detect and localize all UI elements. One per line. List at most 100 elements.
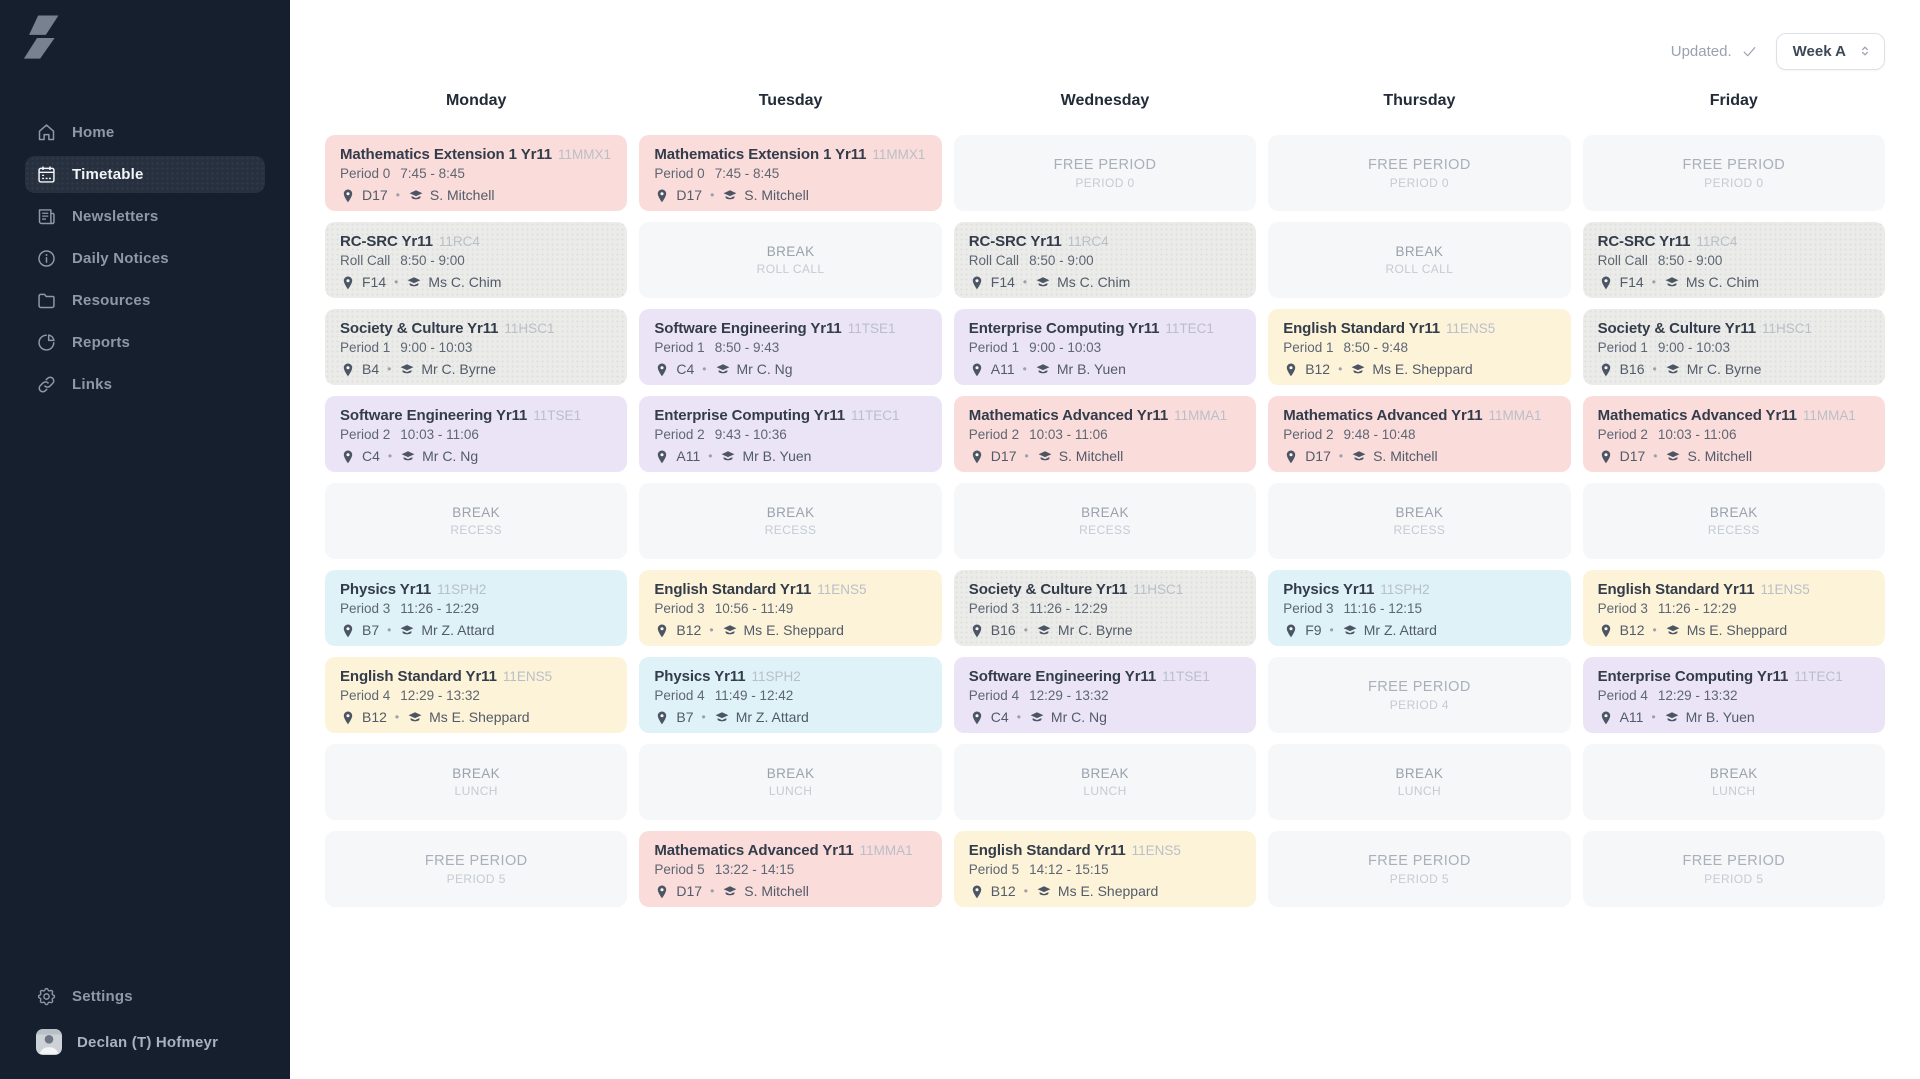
sidebar-item-home[interactable]: Home bbox=[25, 114, 265, 151]
graduation-cap-icon bbox=[1342, 623, 1358, 639]
class-room: B16 bbox=[1619, 361, 1645, 377]
sidebar-item-settings[interactable]: Settings bbox=[25, 978, 265, 1015]
class-cell[interactable]: Enterprise Computing Yr11 11TEC1 Period 4… bbox=[1582, 657, 1885, 733]
class-cell[interactable]: Society & Culture Yr11 11HSC1 Period 1 9:0… bbox=[325, 309, 628, 385]
class-title: RC-SRC Yr11 bbox=[968, 233, 1062, 250]
class-code: 11SPH2 bbox=[751, 669, 801, 684]
break-cell: BREAK RECESS bbox=[953, 483, 1257, 559]
class-period-time: Period 3 11:26 - 12:29 bbox=[1598, 600, 1875, 618]
sidebar-item-label: Timetable bbox=[72, 166, 144, 183]
sidebar-item-timetable[interactable]: Timetable bbox=[25, 156, 265, 193]
location-pin-icon bbox=[340, 188, 356, 204]
class-location-teacher: F14 • Ms C. Chim bbox=[969, 271, 1246, 294]
graduation-cap-icon bbox=[399, 362, 415, 378]
separator-dot: • bbox=[387, 362, 392, 376]
class-title: Software Engineering Yr11 bbox=[654, 320, 842, 337]
break-label: BREAK bbox=[452, 766, 501, 781]
class-cell[interactable]: Physics Yr11 11SPH2 Period 3 11:16 - 12:15… bbox=[1268, 570, 1571, 646]
class-period: Period 1 bbox=[654, 340, 705, 355]
class-title: English Standard Yr11 bbox=[654, 581, 812, 598]
class-teacher: Ms C. Chim bbox=[1685, 274, 1760, 290]
class-cell[interactable]: English Standard Yr11 11ENS5 Period 3 10:5… bbox=[639, 570, 942, 646]
sidebar-item-resources[interactable]: Resources bbox=[25, 282, 265, 319]
week-selector[interactable]: Week A bbox=[1775, 32, 1885, 70]
class-cell[interactable]: RC-SRC Yr11 11RC4 Roll Call 8:50 - 9:00 F1… bbox=[953, 222, 1257, 298]
class-room: D17 bbox=[362, 187, 388, 203]
class-location-teacher: F14 • Ms C. Chim bbox=[340, 271, 617, 294]
class-cell[interactable]: Physics Yr11 11SPH2 Period 4 11:49 - 12:42… bbox=[639, 657, 942, 733]
class-cell[interactable]: Software Engineering Yr11 11TSE1 Period 2… bbox=[325, 396, 628, 472]
location-pin-icon bbox=[654, 884, 670, 900]
class-cell[interactable]: English Standard Yr11 11ENS5 Period 5 14:1… bbox=[953, 831, 1257, 907]
sidebar-user[interactable]: Declan (T) Hofmeyr bbox=[25, 1021, 265, 1063]
location-pin-icon bbox=[1598, 275, 1614, 291]
class-room: B7 bbox=[362, 622, 380, 638]
sidebar-item-daily-notices[interactable]: Daily Notices bbox=[25, 240, 265, 277]
home-icon bbox=[36, 122, 57, 143]
free-sublabel: PERIOD 5 bbox=[446, 871, 506, 886]
class-title: Mathematics Advanced Yr11 bbox=[654, 842, 854, 859]
class-cell[interactable]: English Standard Yr11 11ENS5 Period 1 8:50… bbox=[1268, 309, 1571, 385]
class-teacher: Mr B. Yuen bbox=[1056, 361, 1126, 377]
class-period: Roll Call bbox=[1597, 253, 1648, 268]
class-period: Period 1 bbox=[1283, 340, 1334, 355]
separator-dot: • bbox=[387, 449, 393, 463]
class-cell[interactable]: Society & Culture Yr11 11HSC1 Period 3 11:… bbox=[953, 570, 1257, 646]
free-cell: FREE PERIOD PERIOD 5 bbox=[1582, 831, 1885, 907]
class-title: Mathematics Extension 1 Yr11 bbox=[654, 146, 867, 163]
class-title: Enterprise Computing Yr11 bbox=[1597, 668, 1789, 685]
gear-icon bbox=[36, 986, 57, 1007]
class-room: B12 bbox=[362, 709, 387, 725]
break-label: BREAK bbox=[1395, 505, 1444, 520]
graduation-cap-icon bbox=[1037, 449, 1053, 465]
class-time: 9:00 - 10:03 bbox=[1029, 340, 1102, 355]
class-cell[interactable]: Software Engineering Yr11 11TSE1 Period 4… bbox=[953, 657, 1257, 733]
class-cell[interactable]: Enterprise Computing Yr11 11TEC1 Period 2… bbox=[639, 396, 942, 472]
class-period: Period 4 bbox=[654, 688, 705, 703]
class-cell[interactable]: Mathematics Advanced Yr11 11MMA1 Period 5… bbox=[639, 831, 942, 907]
class-teacher: Mr C. Byrne bbox=[1057, 622, 1133, 638]
class-cell[interactable]: Mathematics Advanced Yr11 11MMA1 Period 2… bbox=[1268, 396, 1571, 472]
sidebar-item-links[interactable]: Links bbox=[25, 366, 265, 403]
class-cell[interactable]: Mathematics Advanced Yr11 11MMA1 Period 2… bbox=[953, 396, 1257, 472]
class-title: RC-SRC Yr11 bbox=[340, 233, 433, 250]
class-period-time: Period 1 8:50 - 9:43 bbox=[654, 339, 931, 357]
class-cell[interactable]: RC-SRC Yr11 11RC4 Roll Call 8:50 - 9:00 F1… bbox=[1582, 222, 1885, 298]
graduation-cap-icon bbox=[714, 710, 730, 726]
separator-dot: • bbox=[710, 884, 715, 898]
graduation-cap-icon bbox=[715, 362, 731, 378]
class-cell[interactable]: Society & Culture Yr11 11HSC1 Period 1 9:0… bbox=[1582, 309, 1885, 385]
break-cell: BREAK RECESS bbox=[1582, 483, 1885, 559]
class-cell[interactable]: English Standard Yr11 11ENS5 Period 4 12:2… bbox=[325, 657, 628, 733]
graduation-cap-icon bbox=[722, 188, 738, 204]
class-cell[interactable]: Enterprise Computing Yr11 11TEC1 Period 1… bbox=[953, 309, 1257, 385]
class-cell[interactable]: Software Engineering Yr11 11TSE1 Period 1… bbox=[639, 309, 942, 385]
class-period-time: Period 1 9:00 - 10:03 bbox=[340, 339, 617, 357]
class-teacher: Ms C. Chim bbox=[1057, 274, 1131, 290]
class-period: Period 0 bbox=[654, 166, 705, 181]
separator-dot: • bbox=[1022, 362, 1027, 376]
class-cell[interactable]: English Standard Yr11 11ENS5 Period 3 11:2… bbox=[1582, 570, 1885, 646]
class-cell[interactable]: Mathematics Extension 1 Yr11 11MMX1 Perio… bbox=[639, 135, 942, 211]
class-location-teacher: B16 • Mr C. Byrne bbox=[1598, 358, 1875, 381]
class-time: 12:29 - 13:32 bbox=[1029, 688, 1109, 703]
separator-dot: • bbox=[1329, 623, 1334, 637]
sidebar-item-reports[interactable]: Reports bbox=[25, 324, 265, 361]
class-location-teacher: C4 • Mr C. Ng bbox=[969, 706, 1246, 729]
break-cell: BREAK RECESS bbox=[639, 483, 942, 559]
class-cell[interactable]: Mathematics Extension 1 Yr11 11MMX1 Perio… bbox=[325, 135, 628, 211]
settings-label: Settings bbox=[72, 988, 133, 1005]
break-cell: BREAK LUNCH bbox=[1268, 744, 1571, 820]
free-label: FREE PERIOD bbox=[1368, 156, 1471, 173]
class-period: Period 1 bbox=[968, 340, 1020, 355]
class-period-time: Period 5 14:12 - 15:15 bbox=[969, 861, 1246, 879]
free-cell: FREE PERIOD PERIOD 5 bbox=[1268, 831, 1571, 907]
app-logo[interactable] bbox=[22, 14, 62, 59]
class-period-time: Period 1 9:00 - 10:03 bbox=[969, 339, 1246, 357]
class-cell[interactable]: RC-SRC Yr11 11RC4 Roll Call 8:50 - 9:00 F1… bbox=[325, 222, 628, 298]
class-cell[interactable]: Mathematics Advanced Yr11 11MMA1 Period 2… bbox=[1582, 396, 1885, 472]
sidebar-item-newsletters[interactable]: Newsletters bbox=[25, 198, 265, 235]
class-cell[interactable]: Physics Yr11 11SPH2 Period 3 11:26 - 12:29… bbox=[325, 570, 628, 646]
break-sublabel: LUNCH bbox=[454, 784, 498, 798]
class-location-teacher: B12 • Ms E. Sheppard bbox=[1598, 619, 1875, 642]
